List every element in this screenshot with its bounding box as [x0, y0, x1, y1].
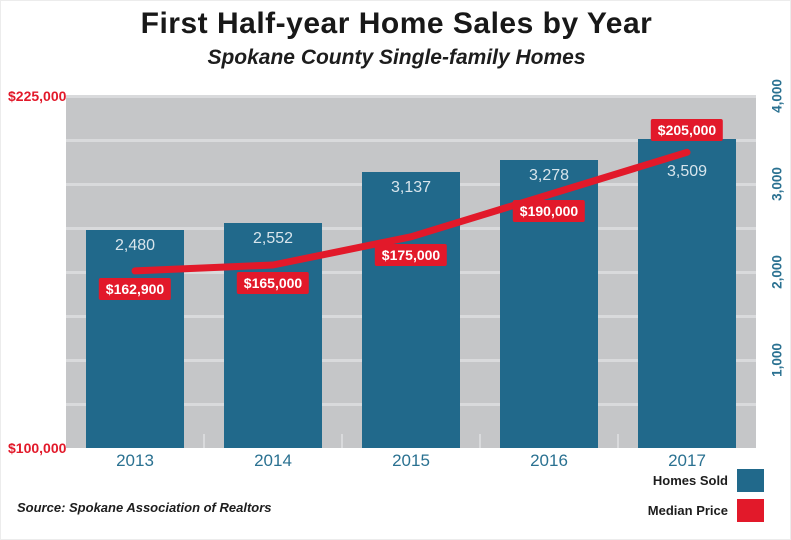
- category-tick: [203, 434, 205, 448]
- legend-item-homes-sold: Homes Sold: [653, 469, 764, 492]
- price-callout-2017: $205,000: [650, 119, 724, 142]
- bar-value-label: 3,509: [666, 163, 708, 181]
- category-tick: [617, 434, 619, 448]
- category-tick: [341, 434, 343, 448]
- y-axis-right-tick: 4,000: [769, 79, 785, 113]
- bar-value-label: 2,480: [114, 236, 156, 254]
- bar-value-label: 3,278: [528, 166, 570, 184]
- price-callout-2016: $190,000: [512, 199, 586, 222]
- gridline: [66, 94, 756, 98]
- bar-2017: [638, 139, 736, 448]
- legend-label-homes-sold: Homes Sold: [652, 473, 728, 488]
- x-axis-label-2013: 2013: [116, 451, 154, 470]
- median-price-swatch-icon: [737, 499, 764, 522]
- homes-sold-swatch-icon: [737, 469, 764, 492]
- chart-title: First Half-year Home Sales by Year: [140, 7, 653, 40]
- price-callout-2014: $165,000: [236, 271, 310, 294]
- x-axis-label-2015: 2015: [392, 451, 430, 470]
- y-axis-right-tick: 3,000: [769, 167, 785, 201]
- y-axis-right-tick: 1,000: [769, 343, 785, 377]
- gridline: [66, 138, 756, 142]
- plot-area: 2,480 2,552 3,137 3,278 3,509 $162,900 $165,00…: [66, 94, 756, 448]
- x-axis-label-2016: 2016: [530, 451, 568, 470]
- price-callout-2015: $175,000: [374, 243, 448, 266]
- chart-subtitle: Spokane County Single-family Homes: [207, 46, 586, 69]
- legend-item-median-price: Median Price: [648, 499, 764, 522]
- x-axis-label-2017: 2017: [668, 451, 706, 470]
- y-axis-left-min-label: $100,000: [8, 440, 67, 456]
- bar-value-label: 2,552: [252, 230, 294, 248]
- bar-2015: [362, 171, 460, 448]
- category-tick: [479, 434, 481, 448]
- source-credit: Source: Spokane Association of Realtors: [17, 500, 272, 515]
- x-axis-label-2014: 2014: [254, 451, 292, 470]
- legend: Homes Sold Median Price: [648, 469, 764, 522]
- bar-value-label: 3,137: [390, 178, 432, 196]
- y-axis-left-max-label: $225,000: [8, 88, 67, 104]
- median-price-line: [131, 148, 691, 275]
- legend-label-median-price: Median Price: [647, 503, 728, 518]
- price-callout-2013: $162,900: [98, 277, 172, 300]
- y-axis-right-tick: 2,000: [769, 255, 785, 289]
